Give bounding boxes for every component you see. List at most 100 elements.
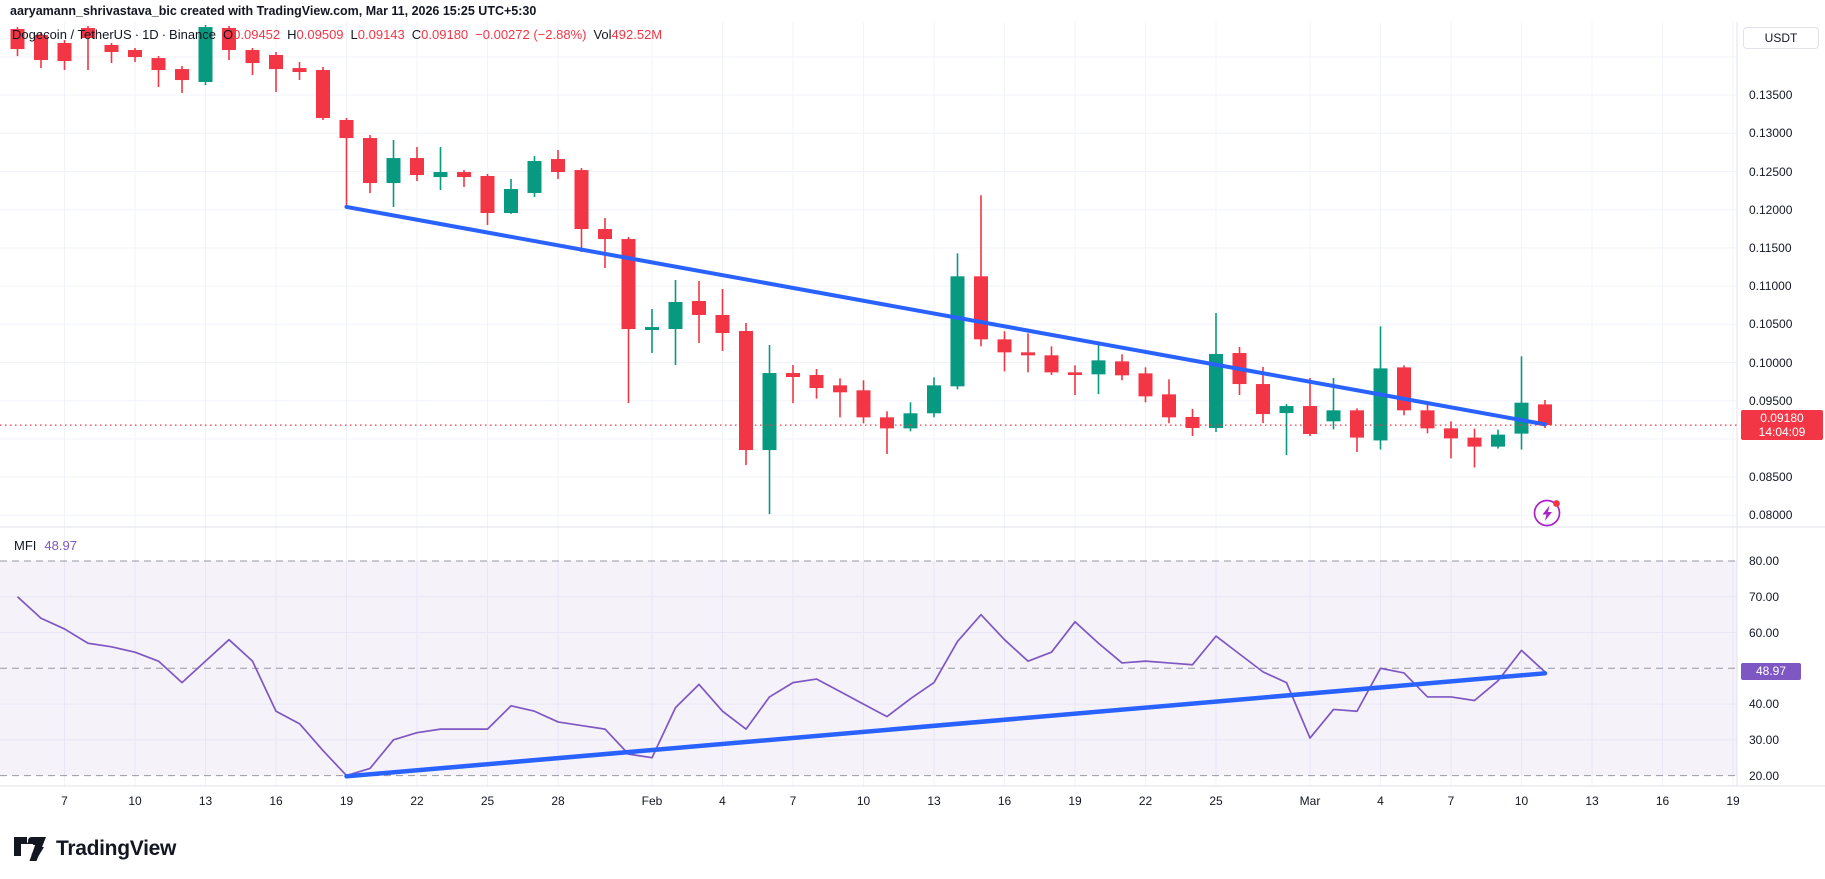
ohlc-value-H: 0.09509 — [296, 27, 344, 42]
volume-label: Vol — [593, 27, 612, 42]
candle-body-feb-10 — [856, 390, 871, 418]
candle-body-feb-16 — [997, 339, 1012, 353]
candle-body-feb-27 — [1256, 384, 1270, 415]
mfi-axis-label-20.00[interactable]: 20.00 — [1749, 768, 1780, 783]
mfi-legend: MFI 48.97 — [14, 538, 77, 553]
candle-body-jan-15 — [245, 50, 260, 64]
candle-body-feb-14 — [950, 276, 965, 387]
candle-body-jan-10 — [128, 50, 142, 58]
ohlc-value-C: 0.09180 — [421, 27, 469, 42]
time-axis-label-7[interactable]: 7 — [1447, 794, 1455, 808]
price-axis-label-0.10000[interactable]: 0.10000 — [1749, 355, 1793, 370]
mfi-trendline[interactable] — [344, 671, 1548, 779]
time-axis-label-19[interactable]: 19 — [1068, 794, 1082, 808]
mfi-line[interactable] — [16, 596, 1546, 777]
price-axis-label-0.09500[interactable]: 0.09500 — [1749, 393, 1793, 408]
candle-body-jan-12 — [175, 69, 189, 81]
candle-body-mar-11 — [1538, 404, 1552, 426]
time-axis-label-4[interactable]: 4 — [1377, 794, 1384, 808]
time-axis-label-13[interactable]: 13 — [1585, 794, 1599, 808]
time-axis-label-22[interactable]: 22 — [410, 794, 424, 808]
mfi-axis-label-40.00[interactable]: 40.00 — [1749, 697, 1780, 712]
time-axis-label-16[interactable]: 16 — [997, 794, 1012, 808]
candle-body-feb-4 — [715, 314, 730, 334]
time-axis-label-Mar[interactable]: Mar — [1299, 794, 1321, 808]
mfi-label[interactable]: MFI — [14, 538, 37, 553]
tradingview-logo[interactable]: TradingView — [13, 836, 176, 862]
exchange-label[interactable]: Binance — [169, 27, 217, 42]
candle-body-jan-30 — [598, 229, 612, 240]
candle-body-jan-20 — [363, 138, 377, 184]
candle-body-mar-5 — [1397, 367, 1411, 411]
legend-separator: · — [134, 27, 140, 42]
mfi-axis-label-70.00[interactable]: 70.00 — [1749, 589, 1780, 604]
candle-body-feb-7 — [786, 373, 800, 378]
price-axis-label-0.08500[interactable]: 0.08500 — [1749, 470, 1793, 485]
price-axis-label-0.13000[interactable]: 0.13000 — [1749, 126, 1793, 141]
mfi-axis-label-80.00[interactable]: 80.00 — [1749, 554, 1780, 568]
time-axis-label-22[interactable]: 22 — [1138, 794, 1153, 808]
candle-body-mar-8 — [1467, 437, 1482, 447]
symbol-name[interactable]: Dogecoin / TetherUS — [12, 27, 132, 42]
price-axis-label-0.10500[interactable]: 0.10500 — [1749, 317, 1793, 332]
candle-body-jan-11 — [151, 58, 166, 71]
candle-body-mar-4 — [1373, 368, 1388, 441]
candle-body-jan-29 — [574, 170, 589, 230]
mfi-value-badge: 48.97 — [1741, 662, 1801, 680]
time-axis-label-10[interactable]: 10 — [856, 794, 871, 808]
time-axis-label-10[interactable]: 10 — [128, 794, 142, 808]
time-axis-label-19[interactable]: 19 — [339, 794, 354, 808]
currency-unit-button[interactable]: USDT — [1743, 27, 1819, 49]
candle-body-jan-28 — [551, 159, 565, 173]
legend-separator: · — [161, 27, 167, 42]
candle-body-jan-5 — [10, 29, 25, 50]
candle-body-feb-1 — [645, 327, 659, 331]
lightning-bolt-icon — [1542, 505, 1552, 521]
time-axis-label-13[interactable]: 13 — [198, 794, 213, 808]
mfi-axis-label-60.00[interactable]: 60.00 — [1749, 625, 1780, 640]
price-axis-label-0.13500[interactable]: 0.13500 — [1749, 88, 1793, 103]
time-axis-label-25[interactable]: 25 — [480, 794, 495, 808]
candle-body-feb-12 — [903, 413, 918, 429]
candle-body-feb-25 — [1209, 354, 1223, 428]
volume-value: 492.52M — [611, 27, 663, 42]
quick-trade-flash-icon[interactable] — [1531, 496, 1564, 529]
candle-body-jan-21 — [386, 158, 401, 184]
bar-countdown: 14:04:09 — [1758, 425, 1806, 440]
price-axis-label-0.11500[interactable]: 0.11500 — [1749, 240, 1792, 255]
candle-body-jan-9 — [104, 44, 119, 53]
candle-body-mar-2 — [1326, 410, 1341, 422]
ohlc-value-O: 0.09452 — [233, 27, 281, 42]
time-axis-label-13[interactable]: 13 — [927, 794, 941, 808]
time-axis-label-19[interactable]: 19 — [1726, 794, 1740, 808]
time-axis-label-Feb[interactable]: Feb — [641, 794, 663, 808]
time-axis-label-16[interactable]: 16 — [1655, 794, 1670, 808]
price-trendline[interactable] — [344, 204, 1547, 427]
time-axis-label-28[interactable]: 28 — [551, 794, 565, 808]
candle-body-jan-22 — [410, 158, 424, 176]
price-axis-label-0.12000[interactable]: 0.12000 — [1749, 202, 1793, 217]
time-axis-label-25[interactable]: 25 — [1209, 794, 1223, 808]
price-axis-label-0.08000[interactable]: 0.08000 — [1749, 508, 1793, 523]
candle-body-jan-26 — [504, 188, 518, 213]
time-axis-label-16[interactable]: 16 — [269, 794, 283, 808]
mfi-axis-label-30.00[interactable]: 30.00 — [1749, 732, 1780, 747]
time-axis-label-7[interactable]: 7 — [789, 794, 797, 808]
candle-body-jan-16 — [269, 54, 283, 70]
flash-icon-circle — [1533, 499, 1561, 527]
last-price-badge: 0.09180 14:04:09 — [1741, 410, 1823, 441]
time-axis-label-4[interactable]: 4 — [719, 794, 726, 808]
ohlc-values: O0.09452 H0.09509 L0.09143 C0.09180 — [216, 27, 468, 42]
candle-body-feb-2 — [668, 301, 683, 330]
interval-label[interactable]: 1D — [142, 27, 159, 42]
ohlc-label-C: C — [411, 27, 422, 42]
candle-body-jan-18 — [316, 70, 330, 119]
time-axis-label-10[interactable]: 10 — [1514, 794, 1529, 808]
candle-body-feb-17 — [1021, 352, 1035, 356]
price-axis-label-0.11000[interactable]: 0.11000 — [1749, 279, 1792, 294]
time-axis-label-7[interactable]: 7 — [61, 794, 68, 808]
price-axis-label-0.12500[interactable]: 0.12500 — [1749, 164, 1793, 179]
candle-body-feb-11 — [880, 417, 894, 429]
last-price-value: 0.09180 — [1760, 411, 1804, 426]
